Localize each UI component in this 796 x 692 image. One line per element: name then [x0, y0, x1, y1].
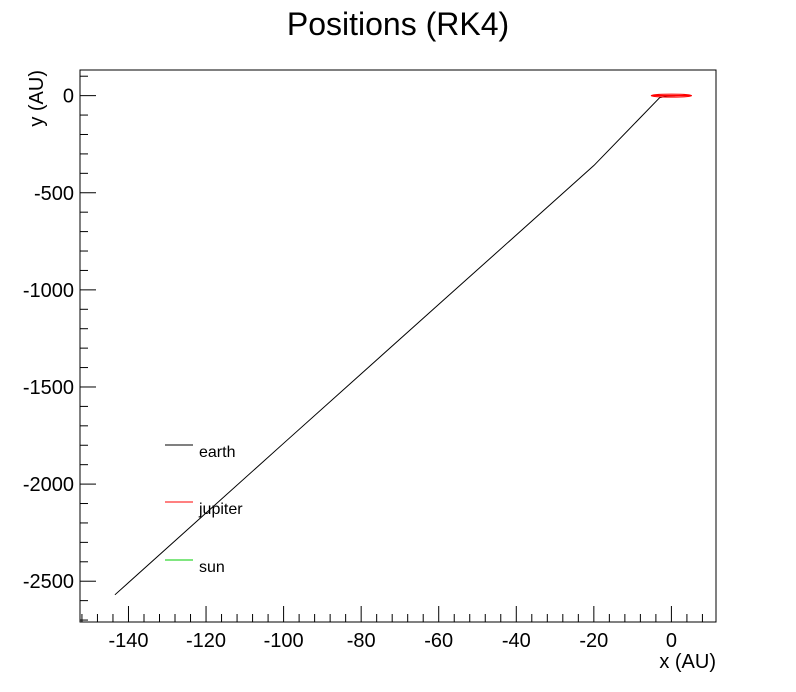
series-group: [114, 93, 693, 596]
y-tick-label: -500: [34, 183, 74, 205]
y-axis-label: y (AU): [26, 70, 48, 127]
legend-label-earth: earth: [199, 444, 235, 461]
x-tick-label: -60: [424, 630, 453, 652]
y-tick-label: -2000: [23, 474, 74, 496]
x-tick-label: -80: [347, 630, 376, 652]
x-tick-label: -100: [264, 630, 304, 652]
chart-title: Positions (RK4): [287, 6, 509, 42]
x-tick-label: -20: [579, 630, 608, 652]
x-tick-label: 0: [666, 630, 677, 652]
legend-label-jupiter: jupiter: [198, 501, 243, 518]
y-tick-label: -2500: [23, 571, 74, 593]
x-tick-label: -40: [502, 630, 531, 652]
plot-frame: [79, 69, 717, 623]
y-tick-label: -1500: [23, 377, 74, 399]
series-jupiter-orbit: [650, 93, 693, 98]
x-axis: -140 -120 -100 -80 -60 -40 -20 0: [81, 606, 703, 652]
legend: earth jupiter sun: [165, 444, 243, 576]
y-axis: 0 -500 -1000 -1500 -2000 -2500: [23, 75, 96, 621]
x-tick-label: -120: [186, 630, 226, 652]
x-axis-label: x (AU): [659, 651, 716, 673]
y-tick-label: -1000: [23, 280, 74, 302]
y-tick-label: 0: [63, 86, 74, 108]
legend-label-sun: sun: [199, 559, 225, 576]
x-tick-label: -140: [108, 630, 148, 652]
